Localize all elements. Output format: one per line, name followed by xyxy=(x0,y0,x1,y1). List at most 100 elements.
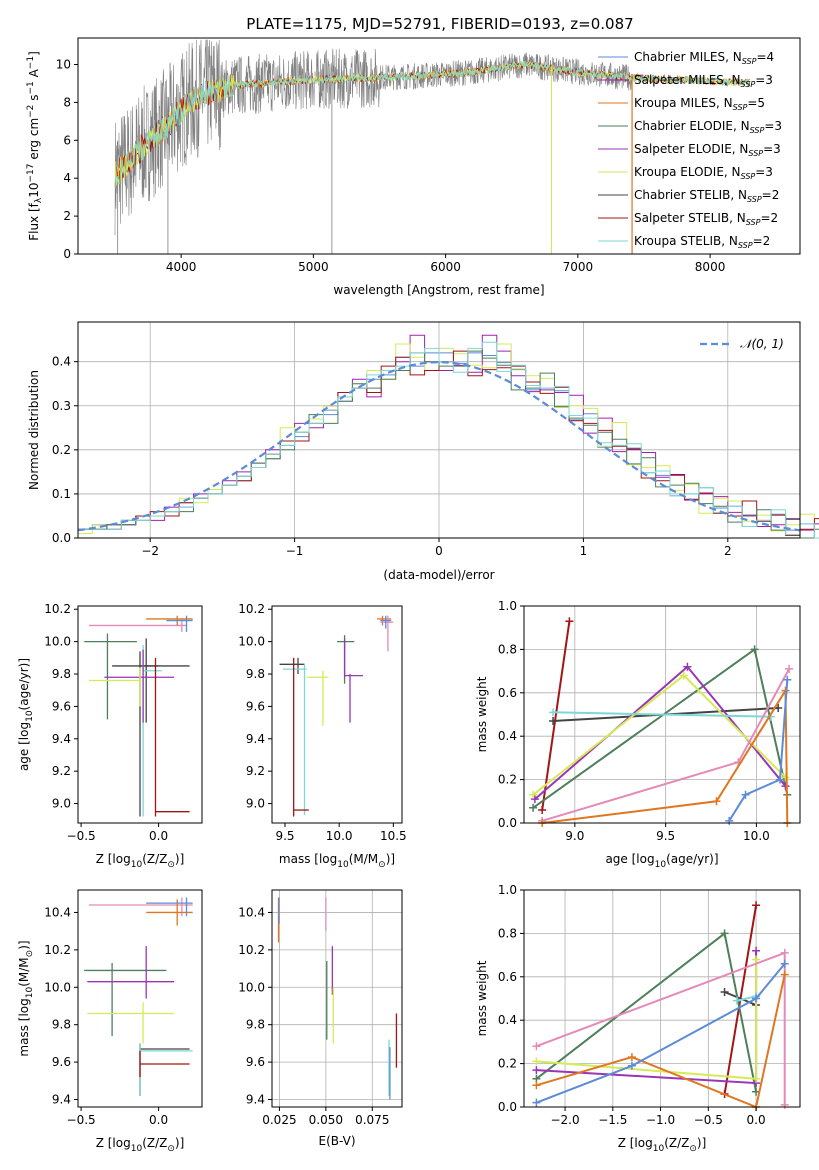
legend-label: Salpeter MILES, NSSP=3 xyxy=(634,73,773,89)
x-tick-label: 0.025 xyxy=(262,1113,296,1127)
weight-marker xyxy=(732,996,741,1005)
weight-marker xyxy=(780,970,789,979)
histogram-kroupa_elodie xyxy=(78,343,819,539)
y-tick-label: 0.6 xyxy=(498,970,517,984)
z-mass-frame xyxy=(77,889,203,1108)
weight-marker xyxy=(776,775,785,784)
weight-marker xyxy=(627,1061,636,1070)
z-age-xlabel: Z [log10(Z/Z⊙)] xyxy=(96,852,185,870)
age-weight-xlabel: age [log10(age/yr)] xyxy=(605,852,718,870)
weight-line-kroupa_stelib xyxy=(553,711,771,718)
y-tick-label: 2 xyxy=(63,209,71,223)
normal-curve xyxy=(77,360,801,532)
x-tick-label: 6000 xyxy=(430,260,461,274)
y-tick-label: 0.0 xyxy=(498,1100,517,1114)
histogram-chabrier_miles xyxy=(78,352,819,539)
legend-label: Kroupa STELIB, NSSP=2 xyxy=(634,234,770,250)
weight-marker xyxy=(752,1074,761,1083)
legend-label: Chabrier STELIB, NSSP=2 xyxy=(634,188,779,204)
y-tick-label: 10.2 xyxy=(44,943,71,957)
y-tick-label: 0.4 xyxy=(498,1013,517,1027)
y-tick-label: 10.2 xyxy=(238,602,265,616)
ebv-mass-xlabel: E(B-V) xyxy=(318,1134,355,1148)
y-tick-label: 9.4 xyxy=(246,1093,265,1107)
z-age-ylabel: age [log10(age/yr)] xyxy=(17,658,35,771)
weight-marker xyxy=(529,803,538,812)
weight-marker xyxy=(712,797,721,806)
y-tick-label: 9.6 xyxy=(246,699,265,713)
y-tick-label: 10.0 xyxy=(238,635,265,649)
x-tick-label: 0.050 xyxy=(309,1113,343,1127)
weight-marker xyxy=(780,959,789,968)
y-tick-label: 1.0 xyxy=(498,599,517,613)
y-tick-label: 0.2 xyxy=(52,443,71,457)
y-tick-label: 10.2 xyxy=(44,602,71,616)
histogram-kroupa_stelib xyxy=(78,341,819,539)
x-tick-label: 9.5 xyxy=(656,829,675,843)
legend-label: Kroupa MILES, NSSP=5 xyxy=(634,96,765,112)
weight-line-chabrier_miles xyxy=(728,679,789,822)
weight-marker xyxy=(532,1098,541,1107)
y-tick-label: 10.0 xyxy=(44,635,71,649)
y-tick-label: 10.0 xyxy=(238,980,265,994)
y-tick-label: 9.8 xyxy=(246,1018,265,1032)
x-tick-label: 9.5 xyxy=(275,829,294,843)
y-tick-label: 10.0 xyxy=(44,980,71,994)
spectrum-title: PLATE=1175, MJD=52791, FIBERID=0193, z=0… xyxy=(246,15,633,33)
weight-marker xyxy=(565,617,574,626)
x-tick-label: 2 xyxy=(724,544,732,558)
y-tick-label: 9.8 xyxy=(246,667,265,681)
z-mass-ylabel: mass [log10(M/M⊙)] xyxy=(17,940,35,1056)
x-tick-label: −0.5 xyxy=(694,1113,723,1127)
weight-marker xyxy=(549,708,558,717)
weight-line-chabrier_elodie xyxy=(535,931,758,1092)
y-tick-label: 0.3 xyxy=(52,399,71,413)
z-age-frame xyxy=(77,605,203,824)
weight-marker xyxy=(532,1042,541,1051)
mass-age-frame xyxy=(271,605,403,824)
x-tick-label: 0.0 xyxy=(149,829,168,843)
y-tick-label: 9.2 xyxy=(52,764,71,778)
spectrum-xlabel: wavelength [Angstrom, rest frame] xyxy=(333,283,544,297)
weight-marker xyxy=(781,773,790,782)
y-tick-label: 9.6 xyxy=(246,1055,265,1069)
y-tick-label: 0.8 xyxy=(498,926,517,940)
x-tick-label: −1 xyxy=(286,544,304,558)
y-tick-label: 4 xyxy=(63,171,71,185)
weight-marker xyxy=(752,946,761,955)
y-tick-label: 6 xyxy=(63,133,71,147)
y-tick-label: 9.0 xyxy=(246,797,265,811)
y-tick-label: 9.4 xyxy=(52,1093,71,1107)
axes-ebv-mass xyxy=(272,890,402,1107)
weight-marker xyxy=(750,645,759,654)
x-tick-label: 10.0 xyxy=(743,829,770,843)
weight-line-kroupa_elodie xyxy=(532,674,787,796)
x-tick-label: 0 xyxy=(435,544,443,558)
y-tick-label: 9.8 xyxy=(52,1018,71,1032)
weight-marker xyxy=(532,1057,541,1066)
weight-marker xyxy=(781,782,790,791)
x-tick-label: −2.0 xyxy=(550,1113,579,1127)
x-tick-label: 9.0 xyxy=(565,829,584,843)
x-tick-label: 0.0 xyxy=(149,1113,168,1127)
weight-line-salpeter_stelib xyxy=(541,621,571,811)
weight-marker xyxy=(549,717,558,726)
legend-label: Chabrier ELODIE, NSSP=3 xyxy=(634,119,782,135)
weight-marker xyxy=(679,671,688,680)
legend-label: Salpeter ELODIE, NSSP=3 xyxy=(634,142,781,158)
weight-marker xyxy=(752,901,761,910)
histogram-chabrier_elodie xyxy=(78,350,819,539)
weight-marker xyxy=(783,675,792,684)
x-tick-label: 1 xyxy=(580,544,588,558)
x-tick-label: −2 xyxy=(141,544,159,558)
histogram-salpeter_stelib xyxy=(78,350,819,536)
weight-marker xyxy=(752,994,761,1003)
mass-age-xlabel: mass [log10(M/M⊙)] xyxy=(279,852,395,870)
y-tick-label: 9.4 xyxy=(52,732,71,746)
weight-line-chabrier_elodie xyxy=(532,647,789,809)
y-tick-label: 0.4 xyxy=(52,355,71,369)
x-tick-label: −1.5 xyxy=(598,1113,627,1127)
z-weight-xlabel: Z [log10(Z/Z⊙)] xyxy=(618,1136,707,1154)
weight-marker xyxy=(529,790,538,799)
